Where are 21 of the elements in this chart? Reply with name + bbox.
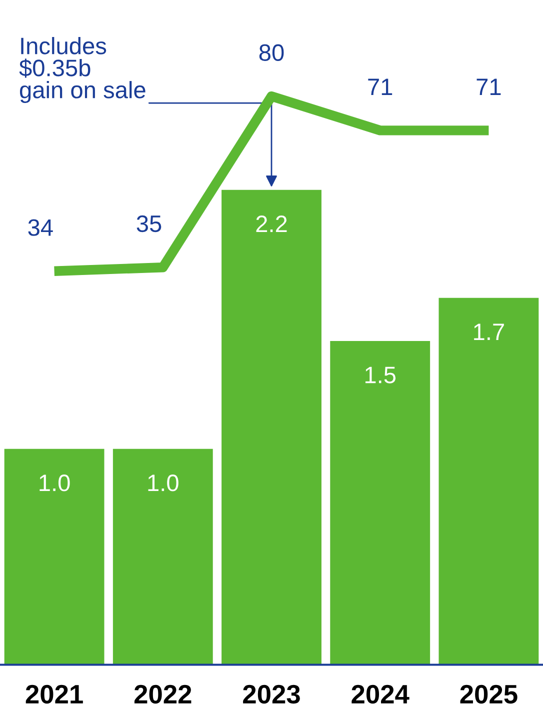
bar xyxy=(438,298,539,665)
data-label: 1.7 xyxy=(474,324,504,340)
x-tick-label: 2022 xyxy=(134,684,192,704)
data-label: 1.5 xyxy=(365,366,396,384)
x-tick-label: 2024 xyxy=(352,684,410,704)
data-label: 71 xyxy=(476,78,501,95)
bar xyxy=(112,448,213,665)
bar xyxy=(222,190,322,665)
data-label: 35 xyxy=(136,215,162,232)
annotation: Includes $0.35b gain on sale xyxy=(19,37,146,104)
data-label: 1.0 xyxy=(40,474,70,492)
data-label: 80 xyxy=(259,44,284,61)
data-label: 34 xyxy=(28,219,53,236)
data-label: 71 xyxy=(368,78,392,95)
bar xyxy=(330,341,430,665)
x-tick-label: 2021 xyxy=(26,684,83,704)
x-tick-label: 2023 xyxy=(243,684,300,704)
x-tick-label: 2025 xyxy=(460,684,518,704)
bar xyxy=(4,448,104,665)
data-label: 1.0 xyxy=(148,474,178,492)
data-label: 2.2 xyxy=(256,216,287,232)
